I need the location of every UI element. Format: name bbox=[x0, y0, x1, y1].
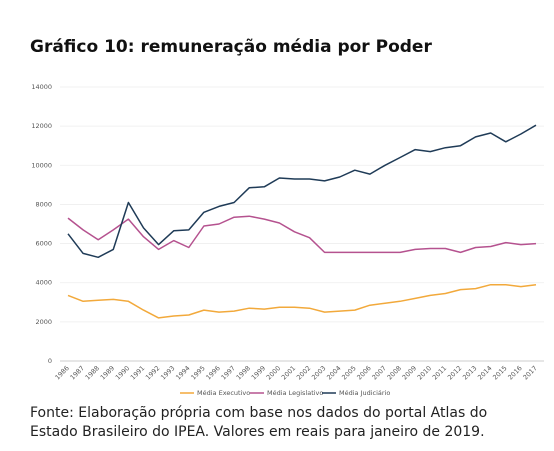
x-tick-label: 1986 bbox=[53, 364, 70, 381]
y-tick-label: 8000 bbox=[35, 200, 52, 208]
x-tick-label: 2009 bbox=[401, 364, 418, 381]
legend-label: Média Executivo bbox=[197, 389, 250, 397]
series-line bbox=[67, 124, 537, 259]
x-tick-label: 1991 bbox=[129, 364, 146, 381]
series-line bbox=[67, 283, 537, 319]
y-tick-label: 0 bbox=[48, 357, 52, 365]
y-tick-label: 14000 bbox=[31, 83, 52, 91]
x-tick-label: 1989 bbox=[99, 364, 116, 381]
x-tick-label: 1990 bbox=[114, 364, 131, 381]
x-tick-label: 2003 bbox=[310, 364, 327, 381]
y-tick-label: 10000 bbox=[31, 161, 52, 169]
x-tick-label: 2000 bbox=[265, 364, 282, 381]
x-tick-label: 1996 bbox=[204, 364, 221, 381]
x-tick-label: 2015 bbox=[491, 364, 508, 381]
y-tick-label: 6000 bbox=[35, 240, 52, 248]
y-tick-label: 2000 bbox=[35, 318, 52, 326]
x-tick-label: 2005 bbox=[340, 364, 357, 381]
footnote: Fonte: Elaboração própria com base nos d… bbox=[30, 405, 487, 421]
x-tick-label: 1999 bbox=[250, 364, 267, 381]
x-tick-label: 1988 bbox=[84, 364, 101, 381]
x-tick-label: 2011 bbox=[431, 364, 448, 381]
x-tick-label: 2004 bbox=[325, 364, 342, 381]
x-tick-label: 2017 bbox=[521, 364, 538, 381]
x-tick-label: 1993 bbox=[159, 364, 176, 381]
y-tick-label: 4000 bbox=[35, 279, 52, 287]
series-line bbox=[67, 215, 537, 254]
x-tick-label: 2013 bbox=[461, 364, 478, 381]
x-tick-label: 1997 bbox=[220, 364, 237, 381]
x-tick-label: 1998 bbox=[235, 364, 252, 381]
x-tick-label: 2007 bbox=[371, 364, 388, 381]
x-tick-label: 1994 bbox=[174, 364, 191, 381]
legend-label: Média Legislativo bbox=[267, 389, 323, 397]
x-tick-label: 1987 bbox=[69, 364, 86, 381]
y-tick-label: 12000 bbox=[31, 122, 52, 130]
x-tick-label: 2008 bbox=[386, 364, 403, 381]
x-tick-label: 2006 bbox=[355, 364, 372, 381]
x-tick-label: 2010 bbox=[416, 364, 433, 381]
chart-title: Gráfico 10: remuneração média por Poder bbox=[30, 37, 432, 57]
x-tick-label: 1995 bbox=[189, 364, 206, 381]
x-tick-label: 2001 bbox=[280, 364, 297, 381]
x-tick-label: 1992 bbox=[144, 364, 161, 381]
x-tick-label: 2002 bbox=[295, 364, 312, 381]
x-tick-label: 2016 bbox=[506, 364, 523, 381]
legend-label: Média Judiciário bbox=[339, 389, 390, 397]
footnote: Estado Brasileiro do IPEA. Valores em re… bbox=[30, 424, 485, 440]
x-tick-label: 2012 bbox=[446, 364, 463, 381]
x-tick-label: 2014 bbox=[476, 364, 493, 381]
